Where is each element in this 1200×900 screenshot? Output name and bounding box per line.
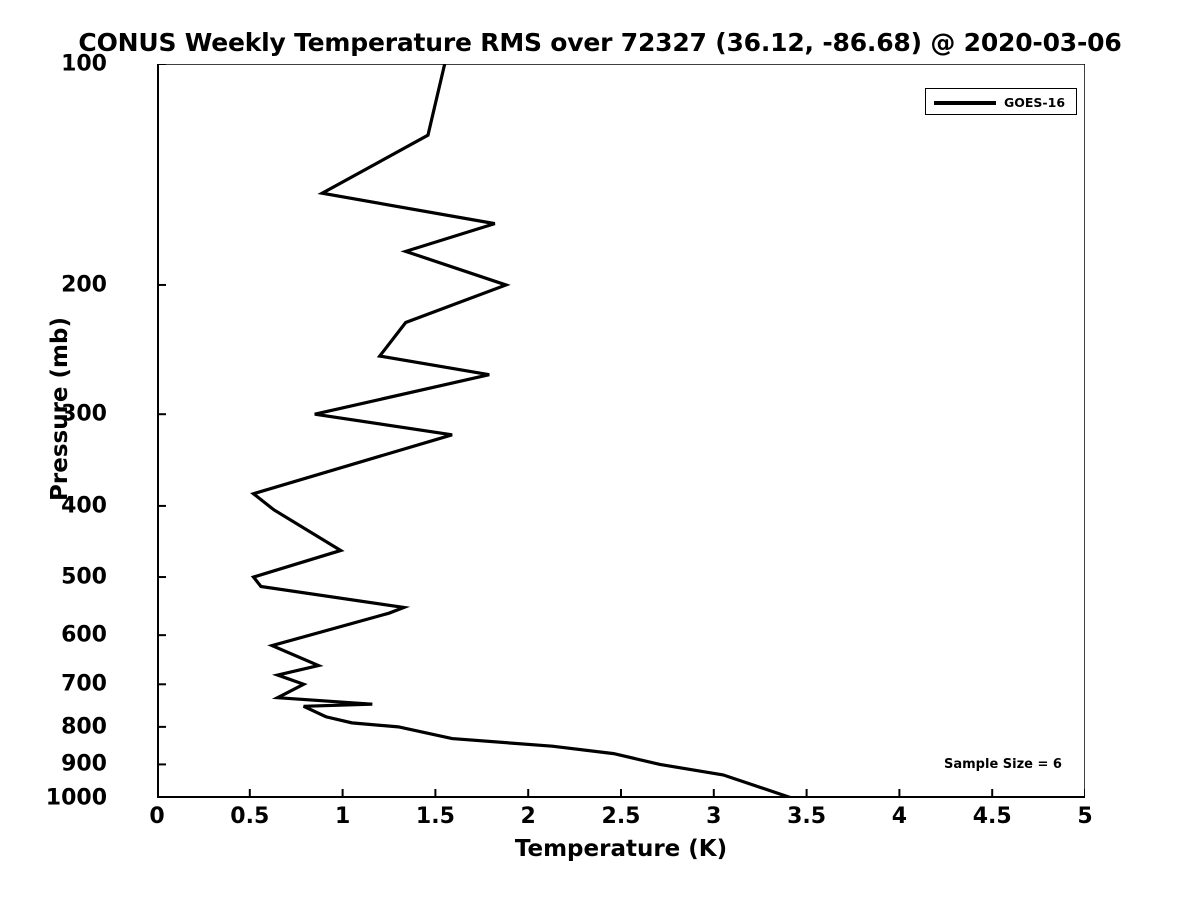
sample-size-annotation: Sample Size = 6 xyxy=(944,757,1062,772)
x-tick-label: 1.5 xyxy=(415,804,455,829)
y-tick-label: 100 xyxy=(61,51,107,77)
y-tick-label: 400 xyxy=(61,493,107,519)
x-tick-label: 5 xyxy=(1077,804,1093,829)
x-tick-label: 3.5 xyxy=(787,804,827,829)
x-tick-label: 3 xyxy=(706,804,722,829)
x-axis-title: Temperature (K) xyxy=(514,836,728,862)
y-tick-label: 800 xyxy=(61,714,107,740)
y-tick-label: 600 xyxy=(61,622,107,648)
x-tick-label: 0 xyxy=(149,804,165,829)
x-tick-label: 1 xyxy=(334,804,351,829)
y-tick-label: 300 xyxy=(61,401,107,427)
y-tick-label: 200 xyxy=(61,272,107,298)
legend[interactable]: GOES-16 xyxy=(925,88,1077,115)
axis-frame xyxy=(157,64,1085,798)
y-tick-label: 900 xyxy=(61,751,107,777)
plot-area xyxy=(157,64,1085,798)
chart-title: CONUS Weekly Temperature RMS over 72327 … xyxy=(78,28,1122,57)
legend-line-goes-16 xyxy=(934,101,996,105)
legend-label-goes-16: GOES-16 xyxy=(1004,95,1066,110)
y-tick-label: 700 xyxy=(61,671,107,697)
x-tick-label: 2.5 xyxy=(601,804,641,829)
x-tick-label: 2 xyxy=(520,804,536,829)
y-tick-label: 1000 xyxy=(45,785,107,811)
y-tick-label: 500 xyxy=(61,564,107,590)
data-line-goes-16 xyxy=(250,64,793,798)
x-tick-label: 4 xyxy=(891,804,908,829)
x-tick-label: 0.5 xyxy=(230,804,270,829)
x-tick-label: 4.5 xyxy=(972,804,1012,829)
